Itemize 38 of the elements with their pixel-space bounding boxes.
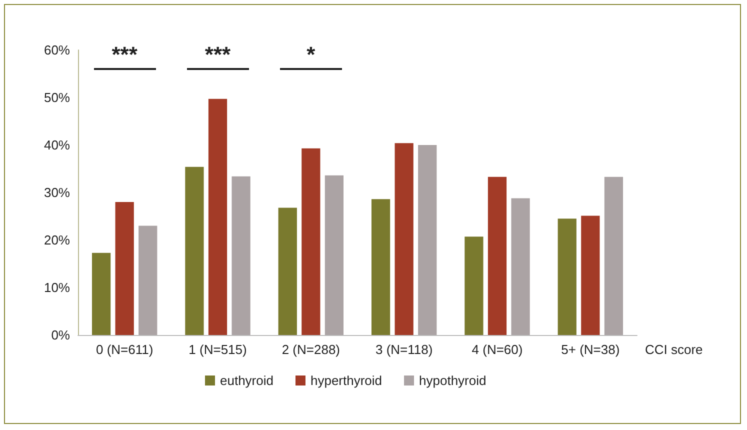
y-tick-label: 60%: [44, 42, 70, 58]
bar: [278, 208, 297, 335]
y-tick-label: 10%: [44, 280, 70, 295]
legend-label: hyperthyroid: [310, 373, 382, 388]
bar: [371, 199, 390, 335]
x-tick-label: 5+ (N=38): [561, 342, 620, 357]
bar: [488, 176, 507, 335]
bar: [115, 202, 134, 335]
bar: [208, 98, 228, 335]
x-tick-label: 0 (N=611): [96, 342, 154, 357]
bar: [581, 216, 600, 335]
bar: [418, 145, 437, 335]
x-axis-title: CCI score: [645, 342, 703, 357]
x-tick-label: 1 (N=515): [188, 342, 247, 357]
bar: [92, 252, 111, 335]
bar: [324, 175, 344, 335]
bar: [604, 176, 624, 335]
annotation: ***: [204, 42, 231, 67]
bar: [138, 226, 158, 335]
bar: [394, 143, 414, 335]
y-tick-label: 0%: [51, 328, 70, 342]
x-tick-label: 4 (N=60): [472, 342, 523, 357]
bar: [511, 198, 530, 335]
y-tick-label: 30%: [44, 185, 70, 200]
bar: [302, 148, 320, 335]
legend-label: euthyroid: [220, 373, 274, 388]
x-tick-label: 3 (N=118): [375, 342, 433, 357]
bar: [464, 236, 484, 335]
annotation: ***: [112, 42, 138, 67]
x-tick-label: 2 (N=288): [282, 342, 340, 357]
y-tick-label: 20%: [44, 232, 70, 248]
bar: [185, 166, 204, 335]
y-tick-label: 50%: [44, 90, 70, 105]
y-tick-label: 40%: [44, 138, 70, 152]
legend-label: hypothyroid: [419, 373, 486, 388]
bar: [558, 218, 576, 335]
bar: [232, 176, 250, 335]
annotation: *: [306, 42, 316, 67]
